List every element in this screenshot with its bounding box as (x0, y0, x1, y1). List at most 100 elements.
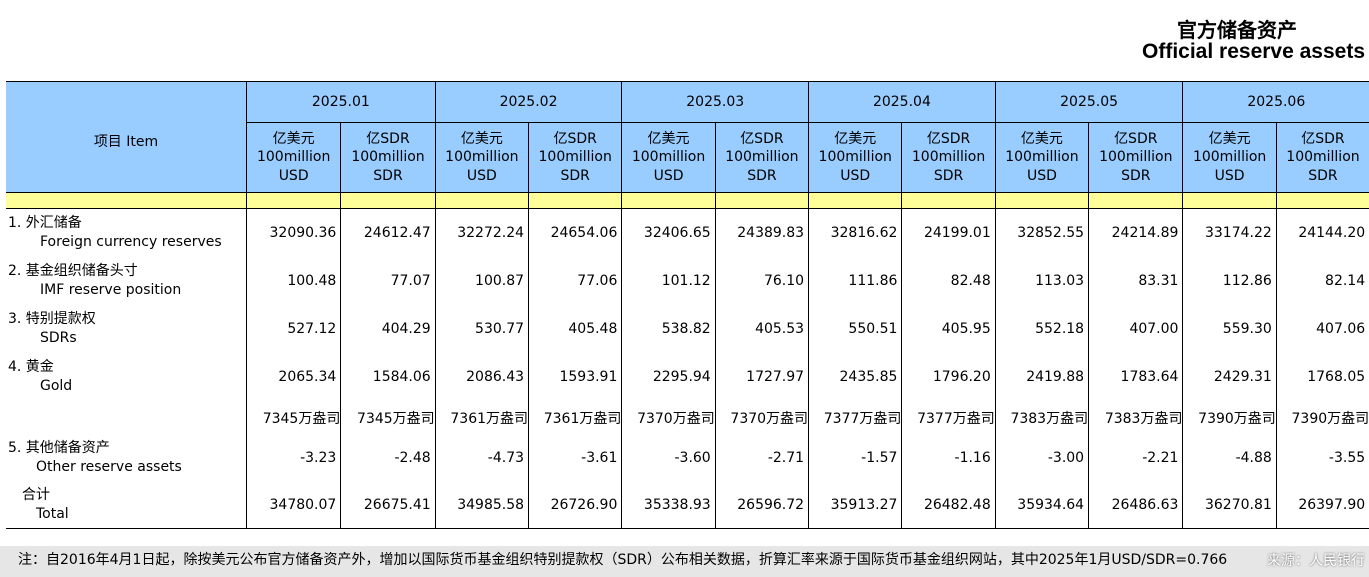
watermark: 来源：人民银行 (1267, 553, 1365, 569)
unit-label: 100million (538, 149, 612, 166)
table-cell: 7361万盎司 (434, 401, 529, 434)
unit-label: 100million (725, 149, 799, 166)
table-cell: 24199.01 (901, 208, 996, 257)
unit-label: 亿SDR (553, 130, 597, 147)
table-cell: 34780.07 (245, 482, 341, 529)
table-cell: -3.23 (245, 434, 341, 482)
table-cell: 7390万盎司 (1275, 401, 1369, 434)
table-cell: 7390万盎司 (1182, 401, 1277, 434)
table-cell: 77.06 (528, 257, 622, 305)
table-cell: 24389.83 (714, 208, 809, 257)
table-cell: 32090.36 (245, 208, 341, 257)
unit-label: 亿SDR (926, 130, 971, 147)
unit-label: 亿美元 (647, 130, 690, 147)
period-header: 2025.03 (621, 81, 809, 123)
unit-label: 100million (1099, 149, 1173, 166)
unit-label: 亿SDR (1301, 130, 1345, 147)
period-header: 2025.05 (994, 81, 1183, 123)
table-cell: 26596.72 (714, 482, 809, 529)
unit-label: 亿美元 (834, 130, 877, 147)
table-cell: -3.55 (1275, 434, 1369, 482)
table-cell: 1768.05 (1275, 353, 1369, 401)
table-cell: 407.00 (1088, 305, 1183, 353)
table-cell: 530.77 (434, 305, 529, 353)
row-label-cn: 3. 特别提款权 (8, 311, 96, 327)
table-cell: 36270.81 (1182, 482, 1277, 529)
unit-label: 亿美元 (272, 130, 315, 147)
table-cell: 2086.43 (434, 353, 529, 401)
header-unit-row: 亿美元 100million USD 亿SDR 100million SDR 亿美元 100m… (6, 122, 1369, 193)
unit-label: 100million (631, 149, 706, 166)
table-cell: 1727.97 (714, 353, 809, 401)
table-cell: 100.48 (245, 257, 341, 305)
table-cell: 77.07 (340, 257, 436, 305)
table-cell: 2419.88 (994, 353, 1089, 401)
table-cell: 1796.20 (901, 353, 996, 401)
table-cell: 2065.34 (245, 353, 341, 401)
table-cell: 550.51 (808, 305, 902, 353)
unit-label: 100million (256, 149, 331, 166)
unit-label: 亿美元 (1020, 130, 1063, 147)
unit-label: SDR (560, 167, 590, 184)
row-label-cn: 1. 外汇储备 (8, 215, 82, 231)
table-cell: 32272.24 (434, 208, 529, 257)
unit-label: 100million (911, 149, 986, 166)
unit-header-usd: 亿美元 100million USD (994, 122, 1089, 193)
table-cell: 1783.64 (1088, 353, 1183, 401)
title-chinese: 官方储备资产 (1177, 18, 1297, 42)
table-cell: -3.00 (994, 434, 1089, 482)
table-cell: 2295.94 (621, 353, 716, 401)
table-cell: -3.61 (528, 434, 622, 482)
table-cell: 26397.90 (1275, 482, 1369, 529)
row-label-en: Total (36, 506, 69, 522)
table-cell: -2.48 (340, 434, 436, 482)
table-cell: -2.21 (1088, 434, 1183, 482)
table-cell: 26486.63 (1088, 482, 1183, 529)
row-label: 4. 黄金 Gold (6, 353, 246, 401)
unit-label: 100million (1005, 149, 1079, 166)
table-cell: 32852.55 (994, 208, 1089, 257)
unit-header-sdr: 亿SDR 100million SDR (528, 122, 622, 193)
unit-header-sdr: 亿SDR 100million SDR (340, 122, 436, 193)
table-cell: 7383万盎司 (994, 401, 1089, 434)
table-cell: 559.30 (1182, 305, 1277, 353)
table-cell: 7345万盎司 (245, 401, 341, 434)
table-cell: 407.06 (1275, 305, 1369, 353)
unit-label: 亿美元 (1208, 130, 1251, 147)
table-cell: 538.82 (621, 305, 716, 353)
unit-label: 亿SDR (740, 130, 784, 147)
reserve-table-container: 项目 Item 2025.01 2025.02 2025.03 2025.04 … (6, 81, 1369, 533)
table-cell: -4.73 (434, 434, 529, 482)
row-label-en: Foreign currency reserves (40, 234, 222, 250)
table-cell: 1593.91 (528, 353, 622, 401)
table-cell: 33174.22 (1182, 208, 1277, 257)
table-cell: 2435.85 (808, 353, 902, 401)
table-cell: 83.31 (1088, 257, 1183, 305)
table-row: 7345万盎司 7345万盎司 7361万盎司 7361万盎司 7370万盎司 7370万… (6, 401, 1369, 434)
unit-label: 100million (351, 149, 425, 166)
table-cell: 24654.06 (528, 208, 622, 257)
row-label: 2. 基金组织储备头寸 IMF reserve position (6, 257, 246, 305)
row-label: 5. 其他储备资产 Other reserve assets (6, 434, 246, 482)
row-label: 合计 Total (6, 482, 247, 529)
unit-header-sdr: 亿SDR 100million SDR (1088, 122, 1183, 193)
table-cell: 7383万盎司 (1088, 401, 1183, 434)
table-cell: 527.12 (245, 305, 341, 353)
row-label-cn: 4. 黄金 (8, 359, 54, 375)
row-label (6, 401, 246, 434)
table-cell: 405.53 (714, 305, 809, 353)
unit-label: SDR (747, 167, 777, 184)
row-label-en: Other reserve assets (36, 459, 182, 475)
table-cell: 32816.62 (808, 208, 902, 257)
row-label-en: IMF reserve position (40, 282, 182, 298)
table-row: 4. 黄金 Gold 2065.34 1584.06 2086.43 1593.91 229… (6, 353, 1369, 401)
header-period-row: 项目 Item 2025.01 2025.02 2025.03 2025.04 … (6, 81, 1369, 193)
unit-label: SDR (373, 167, 403, 184)
row-label-en: SDRs (40, 330, 77, 346)
row-label: 3. 特别提款权 SDRs (6, 305, 246, 353)
reserve-assets-table: 项目 Item 2025.01 2025.02 2025.03 2025.04 … (6, 81, 1369, 529)
table-cell: 111.86 (808, 257, 902, 305)
table-cell: -1.57 (808, 434, 902, 482)
unit-header-usd: 亿美元 100million USD (621, 122, 716, 193)
table-cell: 82.14 (1275, 257, 1369, 305)
